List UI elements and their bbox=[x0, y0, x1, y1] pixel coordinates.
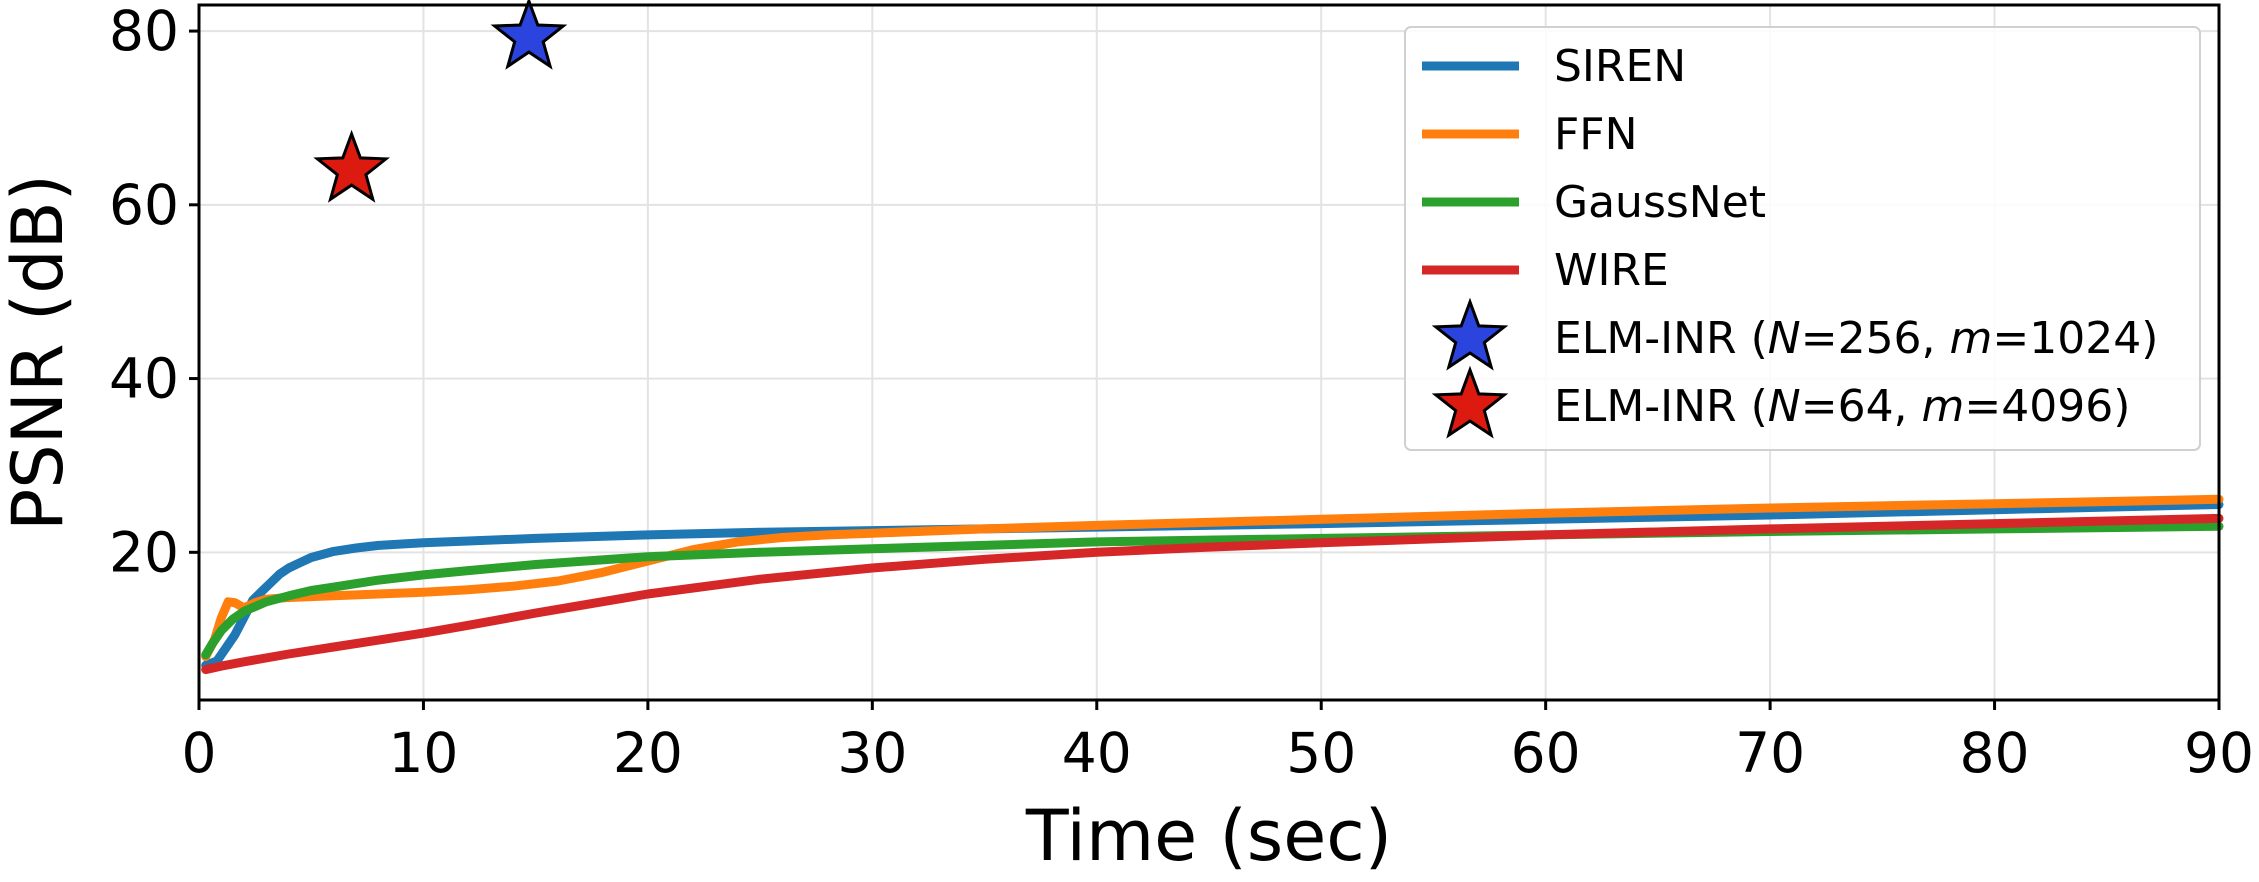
y-axis-ticks: 20 40 60 80 bbox=[109, 0, 199, 584]
star-marker-2 bbox=[313, 129, 391, 203]
x-axis-title: Time (sec) bbox=[1025, 795, 1392, 877]
y-tick-label: 80 bbox=[109, 0, 179, 63]
series-lines bbox=[201, 494, 2224, 675]
x-tick-label: 90 bbox=[2184, 721, 2254, 785]
series-line-wire bbox=[201, 513, 2224, 675]
legend-star-swatch bbox=[1431, 297, 1509, 371]
legend-label: FFN bbox=[1554, 109, 1638, 160]
x-tick-label: 50 bbox=[1286, 721, 1356, 785]
x-tick-label: 40 bbox=[1062, 721, 1132, 785]
legend-label: GaussNet bbox=[1554, 177, 1766, 228]
y-tick-label: 20 bbox=[109, 520, 179, 584]
legend-box bbox=[1404, 26, 2201, 451]
x-axis-ticks: 0 10 20 30 40 50 60 70 80 90 bbox=[182, 700, 2254, 785]
star-markers bbox=[313, 0, 568, 203]
y-tick-label: 40 bbox=[109, 347, 179, 411]
legend-star-swatch bbox=[1431, 365, 1509, 439]
legend: SIREN FFN GaussNet WIRE ELM-INR (N=256, m=10… bbox=[1404, 26, 2201, 451]
y-axis-title: PSNR (dB) bbox=[0, 174, 79, 531]
legend-label: WIRE bbox=[1554, 245, 1669, 296]
x-tick-label: 80 bbox=[1960, 721, 2030, 785]
x-tick-label: 70 bbox=[1735, 721, 1805, 785]
y-tick-label: 60 bbox=[109, 173, 179, 237]
x-tick-label: 20 bbox=[613, 721, 683, 785]
x-tick-label: 10 bbox=[388, 721, 458, 785]
legend-label: ELM-INR (N=64, m=4096) bbox=[1554, 381, 2130, 432]
star-marker-1 bbox=[490, 0, 568, 70]
legend-label: SIREN bbox=[1554, 41, 1686, 92]
x-tick-label: 0 bbox=[182, 721, 217, 785]
plot-frame bbox=[197, 3, 2221, 702]
legend-label: ELM-INR (N=256, m=1024) bbox=[1554, 313, 2158, 364]
series-line-ffn bbox=[201, 494, 2224, 662]
x-tick-label: 60 bbox=[1511, 721, 1581, 785]
x-tick-label: 30 bbox=[837, 721, 907, 785]
